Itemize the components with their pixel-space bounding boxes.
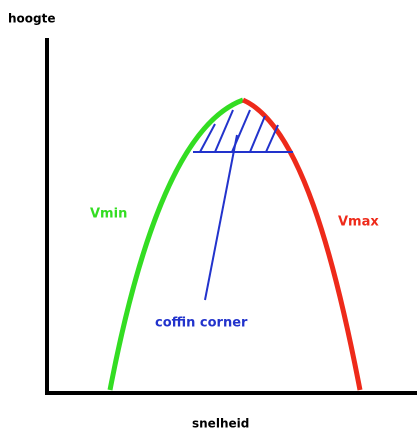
y-axis-label: hoogte	[8, 12, 56, 26]
hatch-line	[199, 123, 216, 153]
x-axis-label: snelheid	[192, 417, 249, 431]
hatch-line	[249, 115, 266, 153]
vmax-curve	[241, 97, 363, 391]
hatch-line	[214, 109, 234, 153]
hatch-line	[265, 124, 279, 153]
vmin-curve	[107, 97, 244, 391]
vmax-label: Vmax	[338, 215, 379, 230]
pointer-line	[204, 134, 238, 301]
annotation: coffin corner	[155, 316, 248, 331]
vmin-label: Vmin	[90, 207, 127, 222]
